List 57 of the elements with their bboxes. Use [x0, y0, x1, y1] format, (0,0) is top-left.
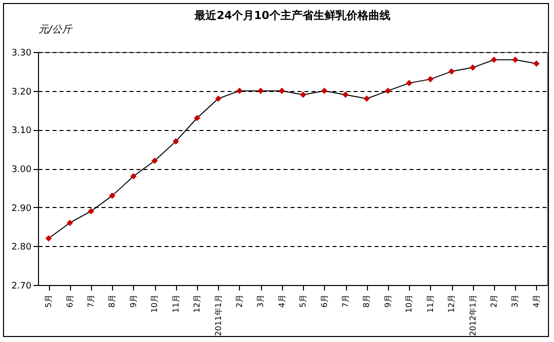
x-tick-label: 2012年1月 — [468, 294, 478, 336]
point — [512, 56, 518, 63]
point — [342, 92, 349, 98]
x-tick-label: 10月 — [150, 294, 160, 313]
x-tick-label: 4月 — [277, 294, 286, 308]
x-tick-label: 9月 — [383, 294, 392, 308]
y-tick-label: 2.90 — [11, 204, 32, 214]
y-tick-label: 3.00 — [11, 165, 32, 175]
x-tick-label: 4月 — [532, 294, 541, 308]
point — [470, 64, 476, 71]
point — [151, 158, 158, 164]
x-tick-label: 12月 — [192, 294, 202, 313]
x-tick-label: 6月 — [65, 294, 74, 308]
x-tick-label: 5月 — [298, 294, 308, 308]
x-tick-label: 2011年1月 — [214, 294, 223, 336]
x-tick-label: 11月 — [426, 294, 435, 313]
x-tick-label: 2月 — [489, 294, 498, 308]
point — [130, 173, 137, 180]
y-tick-label: 2.70 — [11, 282, 32, 292]
point — [364, 95, 370, 102]
point — [172, 138, 180, 144]
point — [215, 95, 222, 102]
point — [321, 88, 328, 94]
x-tick-label: 9月 — [128, 294, 138, 308]
point — [88, 208, 94, 214]
x-tick-label: 7月 — [341, 294, 350, 308]
chart-title: 最近24个月10个主产省生鲜乳价格曲线 — [194, 9, 390, 22]
x-tick-label: 8月 — [108, 294, 117, 308]
y-axis-title: 元/公斤 — [38, 24, 73, 36]
x-tick-label: 11月 — [171, 294, 180, 313]
point — [109, 192, 116, 199]
point — [236, 88, 243, 94]
point — [384, 88, 392, 94]
y-tick-label: 3.30 — [11, 48, 32, 58]
point — [278, 88, 286, 94]
x-tick-label: 7月 — [86, 294, 96, 308]
x-tick-label: 2月 — [234, 294, 244, 308]
x-tick-label: 12月 — [447, 294, 456, 313]
point — [533, 60, 540, 67]
point — [194, 114, 200, 122]
point — [300, 92, 306, 98]
x-tick-label: 8月 — [362, 294, 372, 308]
point — [448, 68, 455, 75]
y-tick-label: 3.20 — [11, 87, 32, 98]
x-tick-label: 6月 — [320, 294, 329, 308]
y-tick-label: 2.80 — [11, 242, 32, 253]
x-tick-label: 5月 — [44, 294, 54, 308]
x-tick-label: 10月 — [404, 294, 414, 313]
point — [490, 56, 498, 63]
point — [45, 235, 52, 242]
point — [66, 220, 73, 226]
point — [427, 76, 434, 82]
x-tick-label: 3月 — [510, 294, 520, 308]
x-tick-label: 3月 — [256, 294, 266, 308]
point — [258, 88, 264, 94]
y-tick-label: 3.10 — [11, 126, 32, 136]
point — [406, 80, 412, 86]
